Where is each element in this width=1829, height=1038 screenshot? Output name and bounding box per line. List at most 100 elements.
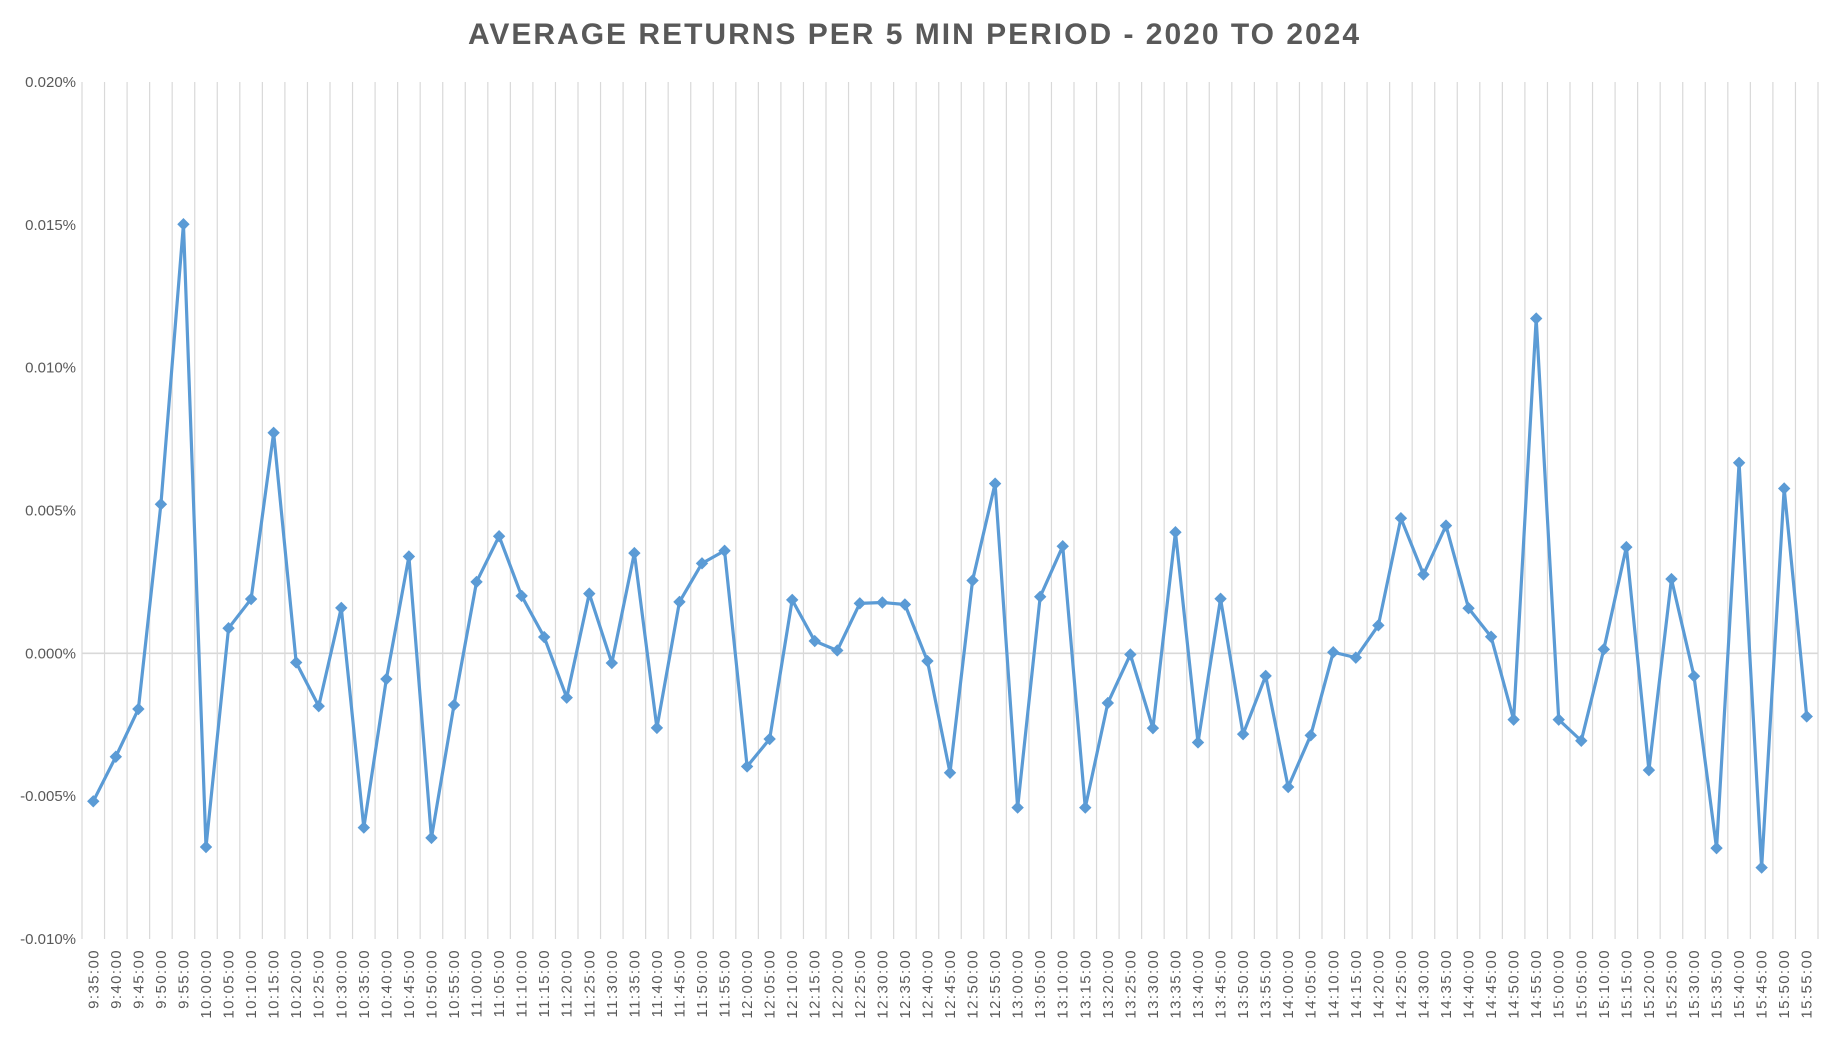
x-tick-label: 14:55:00 — [1528, 949, 1545, 1019]
y-tick-label: 0.000% — [25, 645, 76, 662]
data-point — [1304, 729, 1317, 742]
data-point — [1011, 801, 1024, 814]
data-point — [357, 821, 371, 834]
x-tick-label: 15:25:00 — [1663, 949, 1680, 1019]
x-tick-label: 12:20:00 — [829, 949, 846, 1019]
x-tick-label: 14:30:00 — [1415, 949, 1432, 1019]
data-point — [1191, 736, 1205, 749]
data-point — [380, 672, 393, 686]
x-tick-label: 14:50:00 — [1506, 949, 1523, 1019]
x-tick-label: 11:15:00 — [536, 949, 553, 1017]
x-tick-label: 13:00:00 — [1010, 949, 1027, 1019]
data-point — [673, 595, 686, 609]
x-tick-label: 10:30:00 — [333, 949, 350, 1019]
x-tick-label: 9:55:00 — [175, 949, 192, 1009]
data-point — [808, 634, 821, 648]
data-point — [1552, 713, 1565, 726]
x-tick-label: 13:05:00 — [1032, 949, 1049, 1019]
data-point — [605, 656, 619, 670]
data-point — [921, 654, 934, 668]
data-point — [560, 691, 573, 704]
x-tick-label: 15:40:00 — [1731, 949, 1748, 1019]
x-tick-label: 11:45:00 — [671, 949, 688, 1017]
data-point — [763, 732, 776, 746]
data-point — [1529, 312, 1543, 325]
data-point — [898, 598, 912, 611]
data-point — [154, 498, 168, 511]
x-tick-label: 9:40:00 — [108, 949, 125, 1009]
x-tick-label: 13:10:00 — [1055, 949, 1072, 1019]
x-tick-label: 15:00:00 — [1551, 949, 1568, 1019]
x-tick-label: 15:05:00 — [1573, 949, 1590, 1019]
y-tick-label: 0.010% — [25, 360, 76, 377]
data-point — [199, 840, 213, 854]
data-point — [1777, 482, 1791, 495]
data-point — [87, 795, 100, 808]
x-tick-label: 15:50:00 — [1776, 949, 1793, 1019]
data-point — [1800, 710, 1813, 723]
data-point — [988, 477, 1002, 490]
y-axis-tick-labels: -0.010% -0.005% 0.000% 0.005% 0.010% 0.015% 0.… — [20, 74, 76, 948]
data-point — [718, 544, 731, 557]
data-point — [628, 546, 641, 560]
data-point — [1327, 645, 1340, 659]
y-tick-label: 0.005% — [25, 503, 76, 520]
data-point — [1710, 841, 1723, 855]
data-point — [1620, 540, 1633, 554]
data-point — [695, 557, 709, 570]
x-tick-label: 13:20:00 — [1100, 949, 1117, 1019]
x-tick-label: 12:30:00 — [874, 949, 891, 1019]
x-tick-label: 9:35:00 — [85, 949, 102, 1009]
x-tick-label: 9:45:00 — [130, 949, 147, 1009]
x-tick-label: 14:45:00 — [1483, 949, 1500, 1019]
x-tick-label: 10:25:00 — [311, 949, 328, 1019]
data-point — [402, 550, 416, 563]
x-tick-label: 13:50:00 — [1235, 949, 1252, 1019]
data-point — [853, 597, 867, 610]
y-tick-label: 0.015% — [25, 217, 76, 234]
data-point — [1169, 526, 1182, 539]
data-point — [1394, 512, 1408, 525]
x-tick-label: 13:30:00 — [1145, 949, 1162, 1019]
x-tick-label: 13:15:00 — [1077, 949, 1094, 1019]
x-tick-label: 11:50:00 — [694, 949, 711, 1017]
x-tick-label: 13:45:00 — [1213, 949, 1230, 1019]
x-tick-label: 10:15:00 — [266, 949, 283, 1019]
x-tick-label: 12:50:00 — [965, 949, 982, 1019]
x-tick-label: 9:50:00 — [153, 949, 170, 1009]
data-point — [1507, 713, 1520, 726]
x-tick-label: 10:20:00 — [288, 949, 305, 1019]
x-tick-label: 14:15:00 — [1348, 949, 1365, 1019]
x-tick-label: 11:40:00 — [649, 949, 666, 1017]
data-point — [109, 750, 123, 763]
data-point — [1259, 669, 1272, 683]
data-point — [1665, 572, 1678, 586]
data-point — [267, 426, 280, 440]
data-point — [876, 596, 889, 609]
y-tick-label: -0.010% — [20, 931, 76, 948]
x-tick-label: 14:35:00 — [1438, 949, 1455, 1019]
data-point — [515, 589, 528, 603]
x-tick-label: 12:40:00 — [919, 949, 936, 1019]
data-point — [1281, 780, 1295, 794]
data-point — [289, 656, 303, 669]
data-point — [1056, 540, 1069, 553]
x-tick-label: 14:10:00 — [1325, 949, 1342, 1019]
x-tick-label: 15:55:00 — [1799, 949, 1816, 1019]
data-point — [537, 630, 551, 644]
x-tick-label: 12:25:00 — [852, 949, 869, 1019]
data-point — [470, 575, 483, 589]
data-point — [1236, 727, 1250, 741]
x-tick-label: 10:50:00 — [423, 949, 440, 1019]
y-tick-label: 0.020% — [25, 74, 76, 91]
data-point — [1372, 619, 1385, 632]
data-point — [1732, 456, 1746, 470]
data-point — [1597, 643, 1611, 656]
x-tick-label: 15:15:00 — [1618, 949, 1635, 1019]
x-tick-label: 12:00:00 — [739, 949, 756, 1019]
x-tick-label: 11:55:00 — [717, 949, 734, 1017]
data-point — [177, 218, 190, 231]
x-tick-label: 10:00:00 — [198, 949, 215, 1019]
